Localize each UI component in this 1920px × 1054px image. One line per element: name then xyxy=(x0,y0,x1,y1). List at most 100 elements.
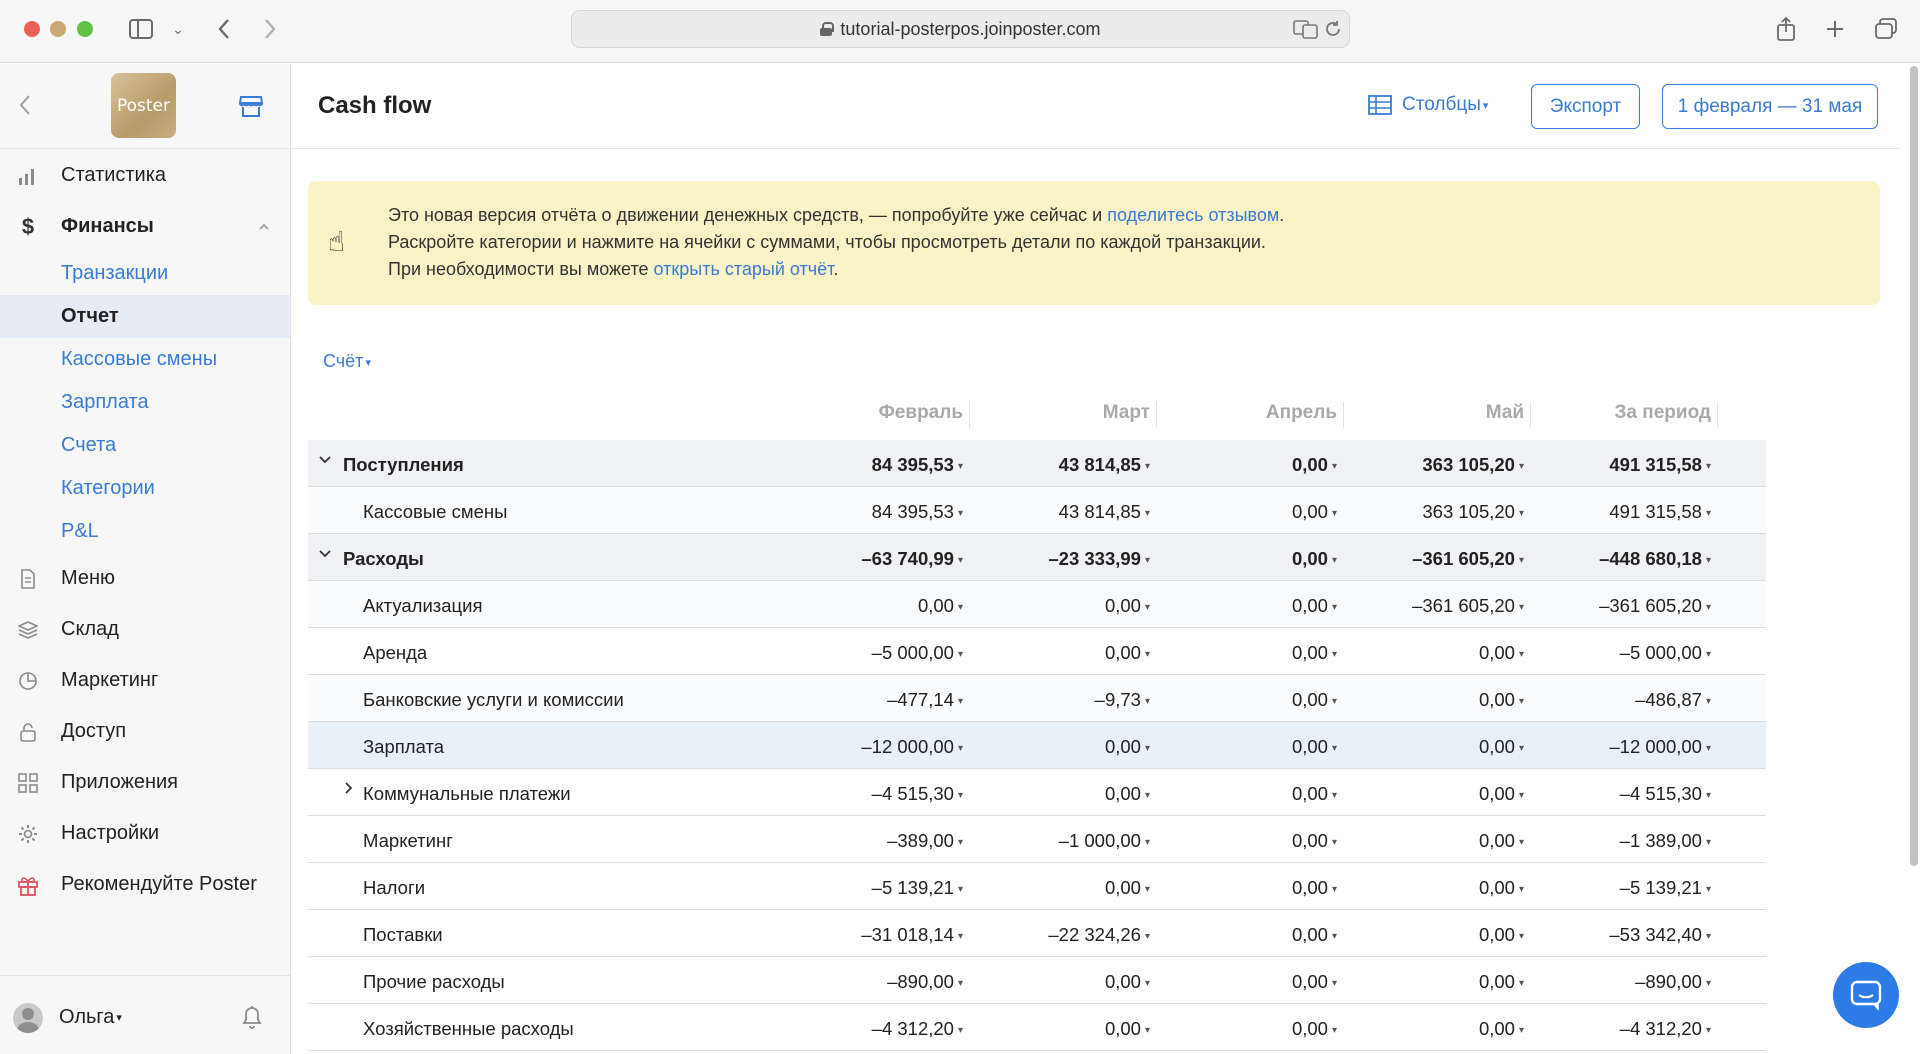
columns-button[interactable]: Столбцы ▾ xyxy=(1368,94,1488,116)
amount-cell[interactable]: –23 333,99 ▾ xyxy=(990,548,1150,570)
support-chat-button[interactable] xyxy=(1833,962,1899,1028)
group-row[interactable]: Расходы –63 740,99 ▾ –23 333,99 ▾ 0,00 ▾ –361 6… xyxy=(308,534,1766,581)
column-header[interactable]: Апрель xyxy=(1265,402,1337,423)
amount-cell[interactable]: 0,00 ▾ xyxy=(1364,736,1524,758)
column-header[interactable]: Февраль xyxy=(878,402,963,423)
amount-cell[interactable]: 0,00 ▾ xyxy=(1177,1018,1337,1040)
date-range-button[interactable]: 1 февраля — 31 мая xyxy=(1662,84,1878,129)
group-row[interactable]: Поступления 84 395,53 ▾ 43 814,85 ▾ 0,00 ▾ 363 … xyxy=(308,440,1766,487)
nav-item-warehouse[interactable]: Склад xyxy=(0,604,290,655)
amount-cell[interactable]: –4 312,20 ▾ xyxy=(803,1018,963,1040)
amount-cell[interactable]: 0,00 ▾ xyxy=(1177,924,1337,946)
column-header[interactable]: Май xyxy=(1485,402,1524,423)
amount-cell[interactable]: 0,00 ▾ xyxy=(1177,783,1337,805)
amount-cell[interactable]: –12 000,00 ▾ xyxy=(803,736,963,758)
amount-cell[interactable]: 0,00 ▾ xyxy=(990,877,1150,899)
translate-icon[interactable] xyxy=(1293,19,1319,44)
maximize-window-button[interactable] xyxy=(77,21,93,37)
amount-cell[interactable]: 0,00 ▾ xyxy=(1177,877,1337,899)
amount-cell[interactable]: 0,00 ▾ xyxy=(1364,877,1524,899)
new-tab-icon[interactable] xyxy=(1822,14,1848,44)
sidebar-item-accounts[interactable]: Счета xyxy=(61,434,117,456)
amount-cell[interactable]: –361 605,20 ▾ xyxy=(1364,548,1524,570)
chevron-up-icon[interactable] xyxy=(258,219,270,234)
back-icon[interactable] xyxy=(212,14,236,44)
sidebar-item-categories[interactable]: Категории xyxy=(61,477,155,499)
amount-cell[interactable]: 0,00 ▾ xyxy=(990,642,1150,664)
amount-cell[interactable]: 0,00 ▾ xyxy=(990,1018,1150,1040)
amount-cell[interactable]: 0,00 ▾ xyxy=(990,595,1150,617)
amount-cell[interactable]: –12 000,00 ▾ xyxy=(1551,736,1711,758)
sidebar-item-transactions[interactable]: Транзакции xyxy=(61,262,169,284)
amount-cell[interactable]: 0,00 ▾ xyxy=(1177,595,1337,617)
amount-cell[interactable]: –5 000,00 ▾ xyxy=(1551,642,1711,664)
nav-item-menu[interactable]: Меню xyxy=(0,553,290,604)
chevron-down-icon[interactable]: ⌄ xyxy=(172,20,184,37)
amount-cell[interactable]: 491 315,58 ▾ xyxy=(1551,454,1711,476)
amount-cell[interactable]: –389,00 ▾ xyxy=(803,830,963,852)
amount-cell[interactable]: 0,00 ▾ xyxy=(1364,1018,1524,1040)
sidebar-item-report[interactable]: Отчет xyxy=(0,295,290,338)
store-icon[interactable] xyxy=(238,94,264,118)
minimize-window-button[interactable] xyxy=(50,21,66,37)
amount-cell[interactable]: –486,87 ▾ xyxy=(1551,689,1711,711)
amount-cell[interactable]: 0,00 ▾ xyxy=(1177,689,1337,711)
amount-cell[interactable]: 0,00 ▾ xyxy=(1177,971,1337,993)
share-icon[interactable] xyxy=(1774,14,1798,44)
chevron-down-icon[interactable] xyxy=(318,546,332,562)
amount-cell[interactable]: –5 139,21 ▾ xyxy=(1551,877,1711,899)
amount-cell[interactable]: 0,00 ▾ xyxy=(803,595,963,617)
feedback-link[interactable]: поделитесь отзывом xyxy=(1107,205,1280,225)
table-row[interactable]: Аренда –5 000,00 ▾ 0,00 ▾ 0,00 ▾ 0,00 ▾ –5 000,00… xyxy=(308,628,1766,675)
sidebar-toggle-icon[interactable] xyxy=(126,14,156,44)
user-menu[interactable]: Ольга ▾ xyxy=(59,1006,122,1029)
amount-cell[interactable]: 491 315,58 ▾ xyxy=(1551,501,1711,523)
old-report-link[interactable]: открыть старый отчёт xyxy=(653,259,834,279)
amount-cell[interactable]: 0,00 ▾ xyxy=(1364,689,1524,711)
amount-cell[interactable]: –890,00 ▾ xyxy=(1551,971,1711,993)
poster-logo[interactable]: Poster xyxy=(111,73,176,138)
amount-cell[interactable]: 0,00 ▾ xyxy=(990,783,1150,805)
amount-cell[interactable]: 0,00 ▾ xyxy=(1364,642,1524,664)
table-row[interactable]: Кассовые смены 84 395,53 ▾ 43 814,85 ▾ 0,00 ▾ 3… xyxy=(308,487,1766,534)
amount-cell[interactable]: –361 605,20 ▾ xyxy=(1551,595,1711,617)
amount-cell[interactable]: –31 018,14 ▾ xyxy=(803,924,963,946)
amount-cell[interactable]: 84 395,53 ▾ xyxy=(803,454,963,476)
column-header[interactable]: Март xyxy=(1102,402,1150,423)
amount-cell[interactable]: 0,00 ▾ xyxy=(1364,971,1524,993)
amount-cell[interactable]: –361 605,20 ▾ xyxy=(1364,595,1524,617)
amount-cell[interactable]: –22 324,26 ▾ xyxy=(990,924,1150,946)
column-header[interactable]: За период xyxy=(1614,402,1712,423)
nav-item-apps[interactable]: Приложения xyxy=(0,757,290,808)
amount-cell[interactable]: 0,00 ▾ xyxy=(990,736,1150,758)
page-scrollbar[interactable] xyxy=(1910,66,1918,866)
nav-item-access[interactable]: Доступ xyxy=(0,706,290,757)
chevron-right-icon[interactable] xyxy=(344,781,354,798)
amount-cell[interactable]: –4 515,30 ▾ xyxy=(1551,783,1711,805)
forward-icon[interactable] xyxy=(258,14,282,44)
table-row[interactable]: Поставки –31 018,14 ▾ –22 324,26 ▾ 0,00 ▾ 0,00 ▾… xyxy=(308,910,1766,957)
close-window-button[interactable] xyxy=(24,21,40,37)
table-row[interactable]: Хозяйственные расходы –4 312,20 ▾ 0,00 ▾ 0,00… xyxy=(308,1004,1766,1051)
tab-overview-icon[interactable] xyxy=(1873,14,1899,44)
amount-cell[interactable]: –5 139,21 ▾ xyxy=(803,877,963,899)
nav-item-statistics[interactable]: Статистика xyxy=(0,150,290,201)
amount-cell[interactable]: –4 515,30 ▾ xyxy=(803,783,963,805)
table-row[interactable]: Зарплата –12 000,00 ▾ 0,00 ▾ 0,00 ▾ 0,00 ▾ –12 00… xyxy=(308,722,1766,769)
avatar[interactable] xyxy=(13,1003,43,1033)
bell-icon[interactable] xyxy=(240,1003,266,1031)
amount-cell[interactable]: –5 000,00 ▾ xyxy=(803,642,963,664)
amount-cell[interactable]: 0,00 ▾ xyxy=(1177,830,1337,852)
export-button[interactable]: Экспорт xyxy=(1531,84,1640,129)
table-row[interactable]: Прочие расходы –890,00 ▾ 0,00 ▾ 0,00 ▾ 0,00 ▾ –89… xyxy=(308,957,1766,1004)
sidebar-item-pnl[interactable]: P&L xyxy=(61,520,99,542)
amount-cell[interactable]: –4 312,20 ▾ xyxy=(1551,1018,1711,1040)
table-row[interactable]: Маркетинг –389,00 ▾ –1 000,00 ▾ 0,00 ▾ 0,00 ▾ –1 … xyxy=(308,816,1766,863)
nav-item-settings[interactable]: Настройки xyxy=(0,808,290,859)
amount-cell[interactable]: –1 389,00 ▾ xyxy=(1551,830,1711,852)
amount-cell[interactable]: 0,00 ▾ xyxy=(990,971,1150,993)
amount-cell[interactable]: –9,73 ▾ xyxy=(990,689,1150,711)
reload-icon[interactable] xyxy=(1324,19,1342,44)
amount-cell[interactable]: 0,00 ▾ xyxy=(1177,454,1337,476)
table-row[interactable]: Актуализация 0,00 ▾ 0,00 ▾ 0,00 ▾ –361 605,20 ▾ –… xyxy=(308,581,1766,628)
